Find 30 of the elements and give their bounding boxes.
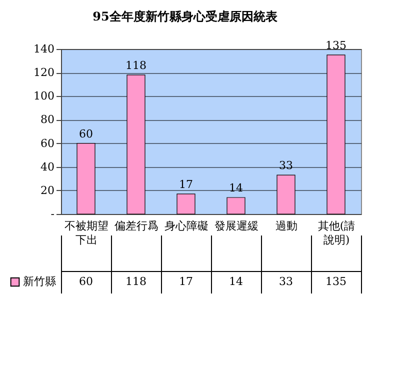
data-label: 14 [229, 275, 243, 288]
data-label: 17 [179, 275, 193, 288]
data-label: 60 [79, 275, 93, 288]
x-tick-label: 不被期望下出 [64, 220, 108, 246]
y-tick-label: 100 [34, 90, 54, 103]
y-tick-label: 140 [34, 42, 54, 56]
text: 135 [326, 38, 346, 52]
y-tick-label: 120 [34, 66, 54, 80]
x-tick-label: 身心障礙 [164, 220, 208, 232]
data-label: 135 [326, 275, 346, 288]
data-label: 118 [126, 275, 146, 288]
y-tick-label: 80 [40, 113, 54, 126]
y-tick-label: - [50, 208, 55, 220]
text: 118 [126, 58, 146, 72]
y-tick-label: 60 [40, 136, 54, 150]
x-tick-label: 過動 [276, 220, 298, 232]
x-tick-label: 偏差行爲 [114, 220, 158, 232]
text: 33 [279, 159, 293, 172]
bar [226, 197, 246, 214]
x-tick-label: 發展遲緩 [214, 220, 258, 232]
text: 14 [229, 182, 243, 194]
chart-title: 95全年度新竹縣身心受虐原因統表 [92, 9, 278, 24]
text: 17 [179, 178, 193, 191]
x-tick-label: 其他(請說明) [318, 220, 356, 246]
text: 60 [79, 127, 93, 140]
legend-label: 新竹縣 [23, 275, 56, 288]
bar [176, 194, 196, 214]
y-tick-label: 20 [40, 184, 54, 197]
data-label: 33 [279, 275, 293, 288]
y-tick-label: 40 [40, 160, 54, 174]
